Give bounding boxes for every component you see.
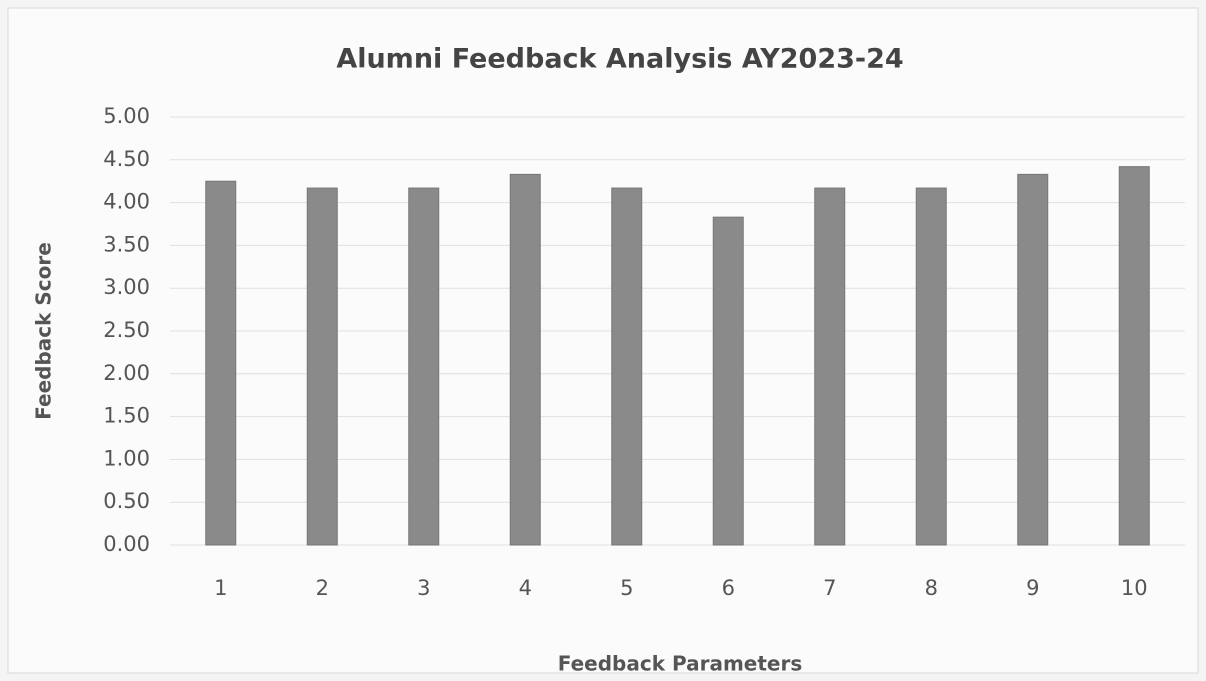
- bar: [306, 187, 338, 546]
- bar: [712, 216, 744, 546]
- x-tick-label: 10: [1121, 576, 1148, 600]
- y-tick-label: 3.00: [103, 275, 150, 299]
- bar: [1118, 166, 1150, 546]
- bar: [611, 187, 643, 546]
- chart-title: Alumni Feedback Analysis AY2023-24: [336, 44, 903, 75]
- y-tick-label: 2.50: [103, 318, 150, 342]
- y-tick-label: 0.00: [103, 532, 150, 556]
- y-tick-label: 4.00: [103, 190, 150, 214]
- y-tick-label: 3.50: [103, 232, 150, 256]
- x-tick-label: 8: [925, 576, 938, 600]
- x-tick-label: 9: [1026, 576, 1039, 600]
- y-tick-label: 1.00: [103, 446, 150, 470]
- y-axis-label: Feedback Score: [32, 242, 56, 420]
- x-tick-label: 3: [417, 576, 430, 600]
- bar: [814, 187, 846, 546]
- bar: [205, 180, 237, 546]
- bar: [915, 187, 947, 546]
- y-tick-label: 1.50: [103, 404, 150, 428]
- y-tick-label: 4.50: [103, 147, 150, 171]
- y-tick-label: 0.50: [103, 489, 150, 513]
- x-tick-label: 7: [823, 576, 836, 600]
- y-tick-label: 2.00: [103, 361, 150, 385]
- x-tick-label: 1: [214, 576, 227, 600]
- x-axis-label: Feedback Parameters: [558, 652, 803, 676]
- bar: [408, 187, 440, 546]
- bar: [509, 173, 541, 546]
- x-tick-label: 2: [316, 576, 329, 600]
- x-tick-label: 4: [519, 576, 532, 600]
- x-tick-label: 6: [722, 576, 735, 600]
- x-tick-label: 5: [620, 576, 633, 600]
- y-tick-label: 5.00: [103, 104, 150, 128]
- bar: [1017, 173, 1049, 546]
